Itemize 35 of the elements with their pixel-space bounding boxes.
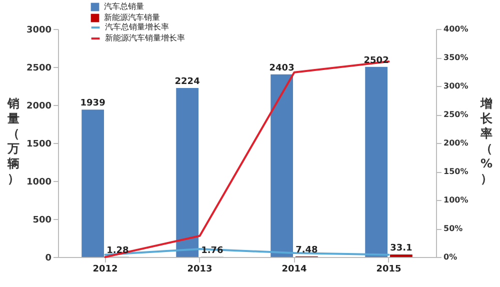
y-tick-label: 2500 (26, 64, 52, 74)
legend-label: 新能源汽车销量增长率 (105, 34, 185, 42)
y2-tick-label: 150% (444, 167, 468, 176)
y-axis-title: 销量（万辆） (6, 96, 20, 186)
y2-tick-label: 350% (444, 53, 468, 62)
y-tick-label: 0 (45, 254, 52, 264)
y2-tick-label: 250% (444, 110, 468, 119)
bar (82, 110, 104, 257)
data-label: 33.1 (390, 243, 412, 254)
bar (176, 88, 199, 257)
y-tick-label: 2000 (26, 102, 52, 112)
y2-tick-label: 0% (444, 252, 458, 262)
data-label: 1939 (80, 98, 106, 109)
y2-tick-label: 100% (444, 196, 468, 204)
y-tick-label: 1500 (26, 140, 52, 150)
x-tick-label: 2012 (92, 264, 118, 274)
data-label: 2224 (174, 76, 200, 87)
y2-axis-title: 增长率（%） (480, 96, 494, 186)
y2-tick-label: 50% (444, 224, 463, 233)
bar (390, 254, 412, 257)
bar (365, 66, 388, 257)
x-tick-label: 2015 (376, 264, 402, 274)
y2-tick-label: 300% (444, 82, 468, 90)
legend-label: 汽车总销量 (104, 2, 144, 11)
legend-label: 新能源汽车销量 (104, 13, 160, 22)
bar (270, 74, 294, 257)
x-tick-label: 2013 (187, 264, 212, 274)
y-tick-label: 3000 (26, 26, 52, 36)
data-label: 2403 (269, 63, 294, 74)
y-tick-label: 500 (32, 216, 52, 226)
y2-tick-label: 200% (444, 138, 468, 148)
x-tick-label: 2014 (282, 264, 307, 274)
y-tick-label: 1000 (26, 178, 52, 188)
legend-label: 汽车总销量增长率 (105, 22, 169, 32)
y2-tick-label: 400% (444, 24, 468, 34)
